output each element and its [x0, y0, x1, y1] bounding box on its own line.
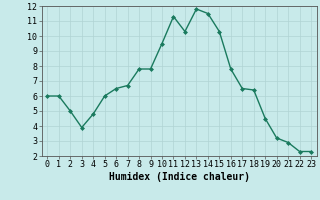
- X-axis label: Humidex (Indice chaleur): Humidex (Indice chaleur): [109, 172, 250, 182]
